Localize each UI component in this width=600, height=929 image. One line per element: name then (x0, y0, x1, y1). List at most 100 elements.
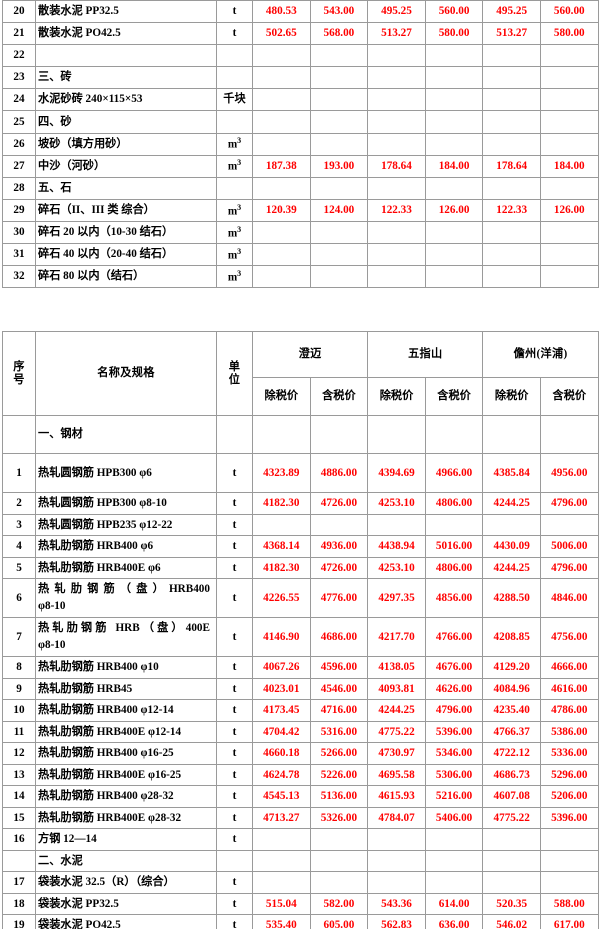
row-price-3 (424, 132, 484, 156)
row-price-5 (539, 849, 599, 873)
table-row: 2 热轧圆钢筋 HPB300 φ8-10 t 4182.30 4726.00 4253.1… (2, 492, 599, 515)
row-serial-number: 18 (2, 892, 36, 916)
row-price-2 (367, 849, 426, 873)
row-price-4: 520.35 (482, 892, 541, 916)
row-unit: m3 (216, 243, 253, 267)
row-unit (216, 44, 253, 68)
row-price-3: 4676.00 (424, 656, 484, 679)
row-name-spec: 二、水泥 (35, 849, 217, 873)
row-price-1: 4546.00 (309, 677, 369, 701)
row-name-spec: 热轧圆钢筋 HPB300 φ8-10 (35, 492, 217, 515)
row-serial-number: 6 (2, 578, 36, 619)
row-name-spec: 方钢 12—14 (35, 828, 217, 851)
row-price-1: 4596.00 (309, 656, 369, 679)
row-price-4 (482, 828, 541, 851)
row-price-1: 582.00 (309, 892, 369, 916)
row-price-1 (309, 828, 369, 851)
row-price-3 (424, 44, 484, 68)
row-unit: t (216, 828, 253, 851)
row-price-2: 4297.35 (367, 578, 426, 619)
row-unit: m3 (216, 198, 253, 222)
row-price-4 (482, 88, 541, 112)
row-price-3: 4796.00 (424, 699, 484, 722)
row-name-spec: 散装水泥 PO42.5 (35, 22, 217, 46)
row-serial-number: 31 (2, 243, 36, 267)
row-name-spec: 四、砂 (35, 110, 217, 134)
row-unit: t (216, 785, 253, 808)
row-serial-number: 21 (2, 22, 36, 46)
row-price-4: 4235.40 (482, 699, 541, 722)
row-price-4: 4129.20 (482, 656, 541, 679)
row-price-5: 4786.00 (539, 699, 599, 722)
row-price-0 (252, 828, 311, 851)
row-price-5 (539, 176, 599, 200)
row-price-5 (539, 243, 599, 267)
row-price-0: 515.04 (252, 892, 311, 916)
row-name-spec: 坡砂（填方用砂） (35, 132, 217, 156)
row-price-4: 4686.73 (482, 763, 541, 787)
header-region-2: 儋州(洋浦) (482, 331, 599, 379)
row-name-line2: φ8-10 (38, 600, 66, 613)
row-serial-number: 22 (2, 44, 36, 68)
row-serial-number: 7 (2, 617, 36, 658)
table-row: 27 中沙（河砂） m3 187.38 193.00 178.64 184.00 178.64… (2, 154, 599, 178)
row-price-0 (252, 66, 311, 90)
row-unit: t (216, 556, 253, 580)
row-price-4: 4385.84 (482, 453, 541, 494)
row-name-spec: 热轧肋钢筋 HRB（盘）400E φ8-10 (35, 617, 217, 658)
row-price-1: 5136.00 (309, 785, 369, 808)
table-row: 25 四、砂 (2, 110, 599, 134)
table-row: 16 方钢 12—14 t (2, 828, 599, 851)
row-unit: m3 (216, 132, 253, 156)
table-row: 二、水泥 (2, 849, 599, 873)
row-price-5: 4616.00 (539, 677, 599, 701)
row-unit: t (216, 656, 253, 679)
row-price-3: 4626.00 (424, 677, 484, 701)
row-unit: t (216, 742, 253, 765)
row-price-0 (252, 415, 311, 455)
row-price-2: 122.33 (367, 198, 426, 222)
row-unit: t (216, 763, 253, 787)
row-price-0: 535.40 (252, 914, 311, 929)
row-price-3: 4856.00 (424, 578, 484, 619)
row-price-3: 580.00 (424, 22, 484, 46)
row-price-4: 4288.50 (482, 578, 541, 619)
row-name-spec: 热轧肋钢筋 HRB400 φ6 (35, 535, 217, 558)
row-name-spec: 散装水泥 PP32.5 (35, 0, 217, 24)
table-separator-gap (0, 288, 600, 331)
row-price-0: 4173.45 (252, 699, 311, 722)
row-price-1: 5226.00 (309, 763, 369, 787)
row-price-1 (309, 513, 369, 537)
row-price-1: 5326.00 (309, 806, 369, 830)
row-price-1 (309, 132, 369, 156)
row-price-4 (482, 513, 541, 537)
row-unit: t (216, 677, 253, 701)
row-price-0: 4545.13 (252, 785, 311, 808)
row-price-2 (367, 66, 426, 90)
row-price-1: 4776.00 (309, 578, 369, 619)
row-price-0: 4182.30 (252, 556, 311, 580)
row-price-3: 5016.00 (424, 535, 484, 558)
row-price-1 (309, 415, 369, 455)
row-unit: t (216, 914, 253, 929)
row-price-0: 4713.27 (252, 806, 311, 830)
table-row: 4 热轧肋钢筋 HRB400 φ6 t 4368.14 4936.00 4438.94 50… (2, 535, 599, 558)
row-price-4: 4430.09 (482, 535, 541, 558)
row-price-0 (252, 265, 311, 289)
table-row: 21 散装水泥 PO42.5 t 502.65 568.00 513.27 580.00 51… (2, 22, 599, 46)
table-row: 17 袋装水泥 32.5（R）（综合） t (2, 871, 599, 894)
row-name-spec: 热轧圆钢筋 HPB300 φ6 (35, 453, 217, 494)
row-serial-number: 8 (2, 656, 36, 679)
row-name-spec: 热轧肋钢筋 HRB400E φ28-32 (35, 806, 217, 830)
row-serial-number: 3 (2, 513, 36, 537)
row-price-4: 4208.85 (482, 617, 541, 658)
row-serial-number: 20 (2, 0, 36, 24)
row-price-4 (482, 849, 541, 873)
row-price-2: 4695.58 (367, 763, 426, 787)
row-price-5 (539, 132, 599, 156)
row-unit: m3 (216, 265, 253, 289)
row-price-5: 126.00 (539, 198, 599, 222)
row-serial-number: 25 (2, 110, 36, 134)
row-price-3: 4966.00 (424, 453, 484, 494)
row-price-2: 562.83 (367, 914, 426, 929)
